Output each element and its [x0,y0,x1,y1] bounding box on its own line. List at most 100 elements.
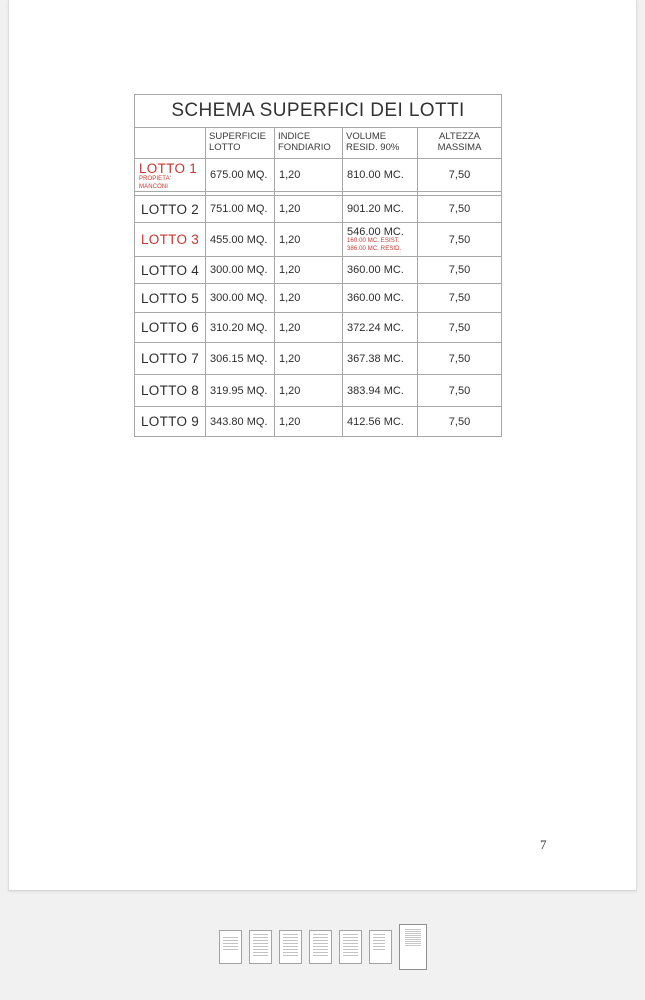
lotto-label: LOTTO 2 [141,201,200,217]
lotto-label: LOTTO 1 [139,161,198,176]
lotto-note: MANCONI [139,183,169,190]
page-thumbnail-5[interactable] [338,930,362,964]
page-thumbnail-3[interactable] [278,930,302,964]
lotto-label: LOTTO 7 [141,351,200,366]
volume-note: 386.00 MC. RESID. [347,245,402,252]
table-row-lotto-7: LOTTO 7 306.15 MQ. 1,20 367.38 MC. 7,50 [135,342,501,374]
lotto-label: LOTTO 3 [141,232,200,247]
lotto-cell: LOTTO 1 PROPIETA' MANCONI [135,159,205,191]
page-thumbnail-strip [0,923,645,971]
indice-cell: 1,20 [274,159,342,191]
lotto-cell: LOTTO 3 [135,223,205,256]
header-altezza: ALTEZZA MASSIMA [417,128,501,158]
volume-value: 810.00 MC. [347,169,404,181]
lotto-cell: LOTTO 6 [135,313,205,342]
indice-cell: 1,20 [274,313,342,342]
altezza-cell: 7,50 [417,257,501,283]
thumbnail-content [372,934,385,952]
superficie-cell: 310.20 MQ. [205,313,274,342]
table-row-lotto-3: LOTTO 3 455.00 MQ. 1,20 546.00 MC. 160.0… [135,222,501,256]
page-thumbnail-7-selected[interactable] [398,924,427,970]
row-gap [135,191,501,195]
table-row-lotto-5: LOTTO 5 300.00 MQ. 1,20 360.00 MC. 7,50 [135,283,501,312]
indice-cell: 1,20 [274,284,342,312]
table-row-lotto-1: LOTTO 1 PROPIETA' MANCONI 675.00 MQ. 1,2… [135,158,501,191]
lotto-cell: LOTTO 8 [135,375,205,406]
header-indice: INDICE FONDIARIO [274,128,342,158]
indice-cell: 1,20 [274,375,342,406]
altezza-cell: 7,50 [417,407,501,436]
volume-cell: 810.00 MC. [342,159,417,191]
volume-value: 546.00 MC. [347,226,404,238]
superficie-cell: 300.00 MQ. [205,257,274,283]
volume-value: 372.24 MC. [347,321,404,334]
header-superficie: SUPERFICIE LOTTO [205,128,274,158]
altezza-cell: 7,50 [417,313,501,342]
page-number: 7 [540,837,547,852]
lotto-label: LOTTO 4 [141,262,200,278]
page-thumbnail-1[interactable] [218,930,242,964]
page-thumbnail-4[interactable] [308,930,332,964]
table-row-lotto-8: LOTTO 8 319.95 MQ. 1,20 383.94 MC. 7,50 [135,374,501,406]
superficie-cell: 343.80 MQ. [205,407,274,436]
volume-value: 360.00 MC. [347,292,404,304]
volume-cell: 367.38 MC. [342,343,417,374]
altezza-cell: 7,50 [417,159,501,191]
volume-cell: 360.00 MC. [342,257,417,283]
volume-note: 160.00 MC. ESIST. [347,238,400,244]
table-row-lotto-9: LOTTO 9 343.80 MQ. 1,20 412.56 MC. 7,50 [135,406,501,436]
lotto-note: PROPIETA' [139,176,171,182]
lotto-label: LOTTO 5 [141,290,200,306]
thumbnail-content [282,934,298,956]
lotto-label: LOTTO 6 [141,320,200,335]
table-row-lotto-2: LOTTO 2 751.00 MQ. 1,20 901.20 MC. 7,50 [135,195,501,222]
page-thumbnail-2[interactable] [248,930,272,964]
indice-cell: 1,20 [274,257,342,283]
thumbnail-content [342,934,358,956]
lotto-label: LOTTO 8 [141,383,200,398]
superficie-cell: 306.15 MQ. [205,343,274,374]
volume-value: 383.94 MC. [347,384,404,397]
lots-surface-table: SCHEMA SUPERFICI DEI LOTTI SUPERFICIE LO… [134,94,502,437]
table-header-row: SUPERFICIE LOTTO INDICE FONDIARIO VOLUME… [135,127,501,158]
page-thumbnail-6[interactable] [368,930,392,964]
volume-cell: 901.20 MC. [342,196,417,222]
altezza-cell: 7,50 [417,196,501,222]
thumbnail-content [312,934,328,956]
altezza-cell: 7,50 [417,375,501,406]
lotto-label: LOTTO 9 [141,414,200,429]
header-empty [135,128,205,158]
superficie-cell: 455.00 MQ. [205,223,274,256]
volume-value: 901.20 MC. [347,203,404,215]
volume-cell: 383.94 MC. [342,375,417,406]
header-volume: VOLUME RESID. 90% [342,128,417,158]
superficie-cell: 319.95 MQ. [205,375,274,406]
superficie-cell: 300.00 MQ. [205,284,274,312]
lotto-cell: LOTTO 7 [135,343,205,374]
volume-value: 367.38 MC. [347,352,404,365]
lotto-cell: LOTTO 5 [135,284,205,312]
altezza-cell: 7,50 [417,223,501,256]
altezza-cell: 7,50 [417,284,501,312]
table-row-lotto-4: LOTTO 4 300.00 MQ. 1,20 360.00 MC. 7,50 [135,256,501,283]
superficie-cell: 751.00 MQ. [205,196,274,222]
volume-value: 412.56 MC. [347,415,404,428]
indice-cell: 1,20 [274,407,342,436]
thumbnail-content [404,929,421,946]
lotto-cell: LOTTO 2 [135,196,205,222]
indice-cell: 1,20 [274,223,342,256]
table-row-lotto-6: LOTTO 6 310.20 MQ. 1,20 372.24 MC. 7,50 [135,312,501,342]
indice-cell: 1,20 [274,196,342,222]
lotto-cell: LOTTO 9 [135,407,205,436]
lotto-cell: LOTTO 4 [135,257,205,283]
volume-cell: 372.24 MC. [342,313,417,342]
thumbnail-content [252,934,268,956]
volume-cell: 412.56 MC. [342,407,417,436]
altezza-cell: 7,50 [417,343,501,374]
volume-value: 360.00 MC. [347,264,404,276]
superficie-cell: 675.00 MQ. [205,159,274,191]
document-page: SCHEMA SUPERFICI DEI LOTTI SUPERFICIE LO… [8,0,637,891]
volume-cell: 546.00 MC. 160.00 MC. ESIST. 386.00 MC. … [342,223,417,256]
table-title: SCHEMA SUPERFICI DEI LOTTI [171,100,465,121]
indice-cell: 1,20 [274,343,342,374]
